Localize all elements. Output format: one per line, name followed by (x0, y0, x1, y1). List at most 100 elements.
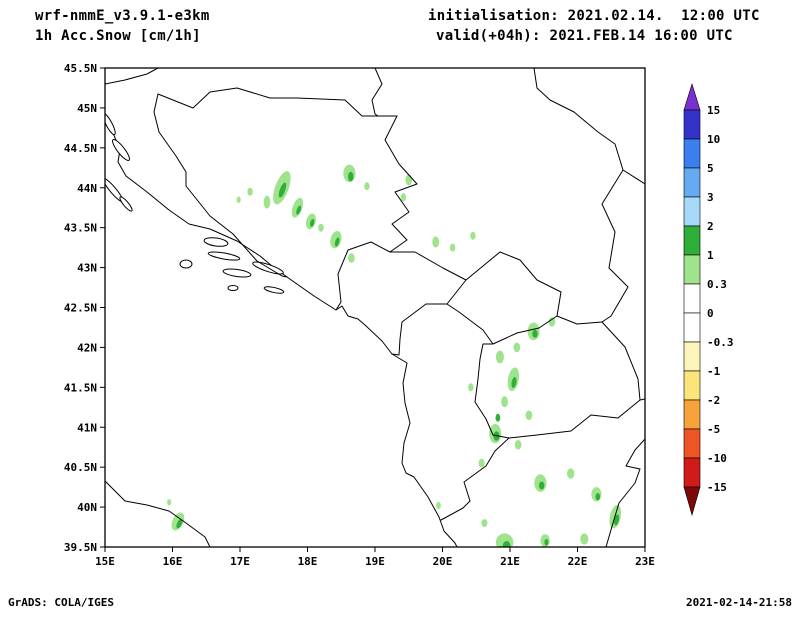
colorbar-segment (683, 399, 701, 430)
colorbar: 15 10 5 3 2 1 0.3 0 -0.3 -1 -2 -5 -10 -15 (683, 82, 734, 517)
italy-coastline (105, 480, 211, 547)
snow-patch-dark (511, 376, 517, 389)
x-tick-label: 15E (95, 555, 115, 568)
snow-patch-dark (309, 219, 315, 227)
colorbar-label: 3 (707, 191, 714, 204)
snow-patch-dark (296, 205, 302, 215)
colorbar-label: 5 (707, 162, 714, 175)
snow-patch-dark (539, 481, 545, 490)
colorbar-label: -15 (707, 481, 727, 494)
snow-patch-light (449, 243, 456, 252)
header-init-time: initialisation: 2021.02.14. 12:00 UTC (428, 8, 760, 24)
border-bosnia-montenegro (335, 241, 391, 311)
border-slovenia-croatia (105, 68, 159, 85)
y-axis: 45.5N 45N 44.5N 44N 43.5N 43N 42.5N 42N 41.5N 41N… (64, 62, 105, 554)
snow-patch-light (481, 519, 488, 528)
colorbar-segment (683, 225, 701, 256)
snow-patch-light (348, 253, 355, 263)
border-croatia-serbia (371, 68, 383, 117)
y-tick-label: 45.5N (64, 62, 97, 75)
snow-patch-light (167, 499, 172, 506)
y-tick-label: 40N (77, 501, 97, 514)
colorbar-label: -10 (707, 452, 727, 465)
colorbar-segment (683, 138, 701, 169)
snow-patch-dark (595, 493, 601, 501)
border-serbia-bulgaria (601, 169, 629, 323)
y-tick-label: 43N (77, 262, 97, 275)
colorbar-label: 0.3 (707, 278, 727, 291)
colorbar-arrow-up (683, 82, 701, 111)
y-tick-label: 41.5N (64, 381, 97, 394)
border-bulgaria-greece (639, 398, 645, 401)
x-tick-label: 17E (230, 555, 250, 568)
x-axis: 15E 16E 17E 18E 19E 20E 21E 22E 23E (95, 547, 655, 568)
colorbar-label: 10 (707, 133, 720, 146)
x-tick-label: 18E (298, 555, 318, 568)
x-tick-label: 21E (500, 555, 520, 568)
colorbar-label: -0.3 (707, 336, 734, 349)
header-variable-title: 1h Acc.Snow [cm/1h] (35, 28, 201, 44)
colorbar-label: -2 (707, 394, 720, 407)
geography-layer (105, 68, 645, 547)
colorbar-label: 1 (707, 249, 714, 262)
snow-patch-light (432, 236, 440, 248)
border-croatia-bosnia-west (153, 93, 288, 278)
island (112, 139, 130, 161)
y-tick-label: 39.5N (64, 541, 97, 554)
border-drina-bosnia-serbia (377, 115, 418, 253)
colorbar-segment (683, 167, 701, 198)
snow-patch-dark (614, 514, 620, 526)
snow-patch-light (236, 196, 241, 203)
colorbar-segment (683, 109, 701, 140)
y-tick-label: 43.5N (64, 222, 97, 235)
x-tick-label: 23E (635, 555, 655, 568)
colorbar-label: 0 (707, 307, 714, 320)
snow-patch-light (501, 396, 508, 408)
snow-patch-dark (278, 182, 287, 198)
x-tick-label: 20E (433, 555, 453, 568)
island (119, 196, 133, 212)
border-kosovo (446, 251, 562, 345)
snow-patch-dark (334, 237, 340, 247)
y-tick-label: 45N (77, 102, 97, 115)
colorbar-segment (683, 457, 701, 488)
border-montenegro-albania (391, 303, 448, 356)
snow-patch-light (470, 231, 476, 240)
x-tick-label: 22E (568, 555, 588, 568)
snow-patch-light (330, 231, 342, 249)
island (227, 285, 239, 291)
colorbar-segment (683, 370, 701, 401)
croatian-islands (105, 112, 285, 294)
snow-patch-light (400, 193, 407, 202)
snow-patch-dark (502, 541, 511, 547)
snow-patch-light (525, 410, 533, 421)
colorbar-segment (683, 341, 701, 372)
header-model-title: wrf-nmmE_v3.9.1-e3km (35, 8, 210, 24)
colorbar-arrow-down (683, 486, 701, 517)
colorbar-segment (683, 312, 701, 343)
colorbar-segment (683, 283, 701, 314)
snow-patch-light (548, 317, 556, 327)
border-serbia-montenegro (389, 251, 467, 281)
x-tick-label: 16E (163, 555, 183, 568)
snow-patch-light (513, 342, 521, 353)
snow-patch-light (580, 533, 589, 545)
snow-patch-dark (348, 171, 354, 182)
header-valid-time: valid(+04h): 2021.FEB.14 16:00 UTC (436, 28, 733, 44)
colorbar-label: 15 (707, 104, 720, 117)
colorbar-segment (683, 428, 701, 459)
snow-patch-light (514, 440, 522, 450)
aegean-coastline (605, 438, 645, 547)
snow-patch-dark (532, 329, 538, 338)
snow-patch-dark (544, 539, 549, 546)
map-frame (104, 67, 646, 548)
y-tick-label: 44.5N (64, 142, 97, 155)
y-tick-label: 40.5N (64, 461, 97, 474)
snow-patch-light (364, 182, 370, 191)
island (207, 251, 241, 261)
colorbar-label: -1 (707, 365, 721, 378)
y-tick-label: 41N (77, 421, 97, 434)
snow-patches-layer (167, 164, 622, 547)
